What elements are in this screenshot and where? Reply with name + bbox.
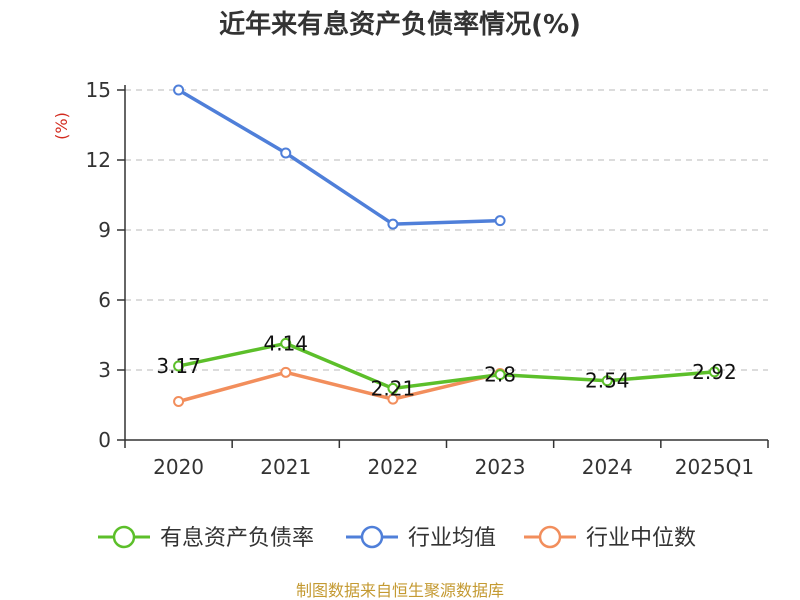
- x-tick-label: 2020: [153, 455, 204, 479]
- source-note: 制图数据来自恒生聚源数据库: [296, 581, 504, 600]
- data-label: 2.54: [585, 369, 630, 393]
- series-line-0: [178, 341, 715, 391]
- data-label: 2.21: [371, 376, 416, 400]
- y-tick-label: 0: [98, 428, 111, 452]
- data-labels: 3.17 4.14 2.21 2.8 2.54 2.92: [156, 331, 736, 400]
- axes: 0 3 6 9 12 15 2020 2021 2022 2023 2024 2025Q1: [86, 78, 769, 479]
- series-line-2: [178, 370, 501, 404]
- legend-marker: [112, 525, 136, 549]
- data-point: [601, 375, 613, 387]
- data-point: [173, 84, 185, 96]
- chart-title: 近年来有息资产负债率情况(%): [219, 9, 581, 40]
- series-lines: [173, 84, 720, 407]
- legend-marker: [360, 525, 384, 549]
- data-label: 3.17: [156, 354, 201, 378]
- data-label: 2.8: [484, 363, 516, 387]
- data-label: 2.92: [692, 360, 737, 384]
- legend: 有息资产负债率 行业均值 行业中位数: [98, 525, 696, 551]
- data-point: [280, 337, 292, 349]
- data-point: [387, 393, 399, 405]
- data-point: [494, 369, 506, 381]
- y-tick-label: 12: [86, 148, 111, 172]
- data-point: [387, 218, 399, 230]
- data-point: [387, 382, 399, 394]
- legend-marker: [538, 525, 562, 549]
- x-tick-label: 2022: [367, 455, 418, 479]
- data-point: [173, 396, 185, 407]
- series-line-1: [177, 88, 501, 226]
- legend-label: 行业均值: [408, 526, 496, 551]
- y-axis-unit-label: (%): [52, 112, 71, 140]
- data-point: [173, 360, 185, 372]
- data-point: [494, 215, 506, 227]
- data-point: [280, 366, 292, 378]
- y-tick-label: 9: [98, 218, 111, 242]
- data-point: [708, 366, 720, 378]
- data-point: [280, 147, 292, 159]
- x-tick-label: 2021: [260, 455, 311, 479]
- y-tick-label: 3: [98, 358, 111, 382]
- x-tick-label: 2025Q1: [675, 455, 754, 479]
- y-tick-label: 15: [86, 78, 111, 102]
- x-tick-label: 2024: [582, 455, 633, 479]
- y-tick-label: 6: [98, 288, 111, 312]
- x-tick-label: 2023: [475, 455, 526, 479]
- legend-label: 行业中位数: [586, 526, 696, 551]
- gridlines: [125, 89, 768, 371]
- legend-label: 有息资产负债率: [160, 526, 314, 551]
- data-label: 4.14: [263, 331, 308, 355]
